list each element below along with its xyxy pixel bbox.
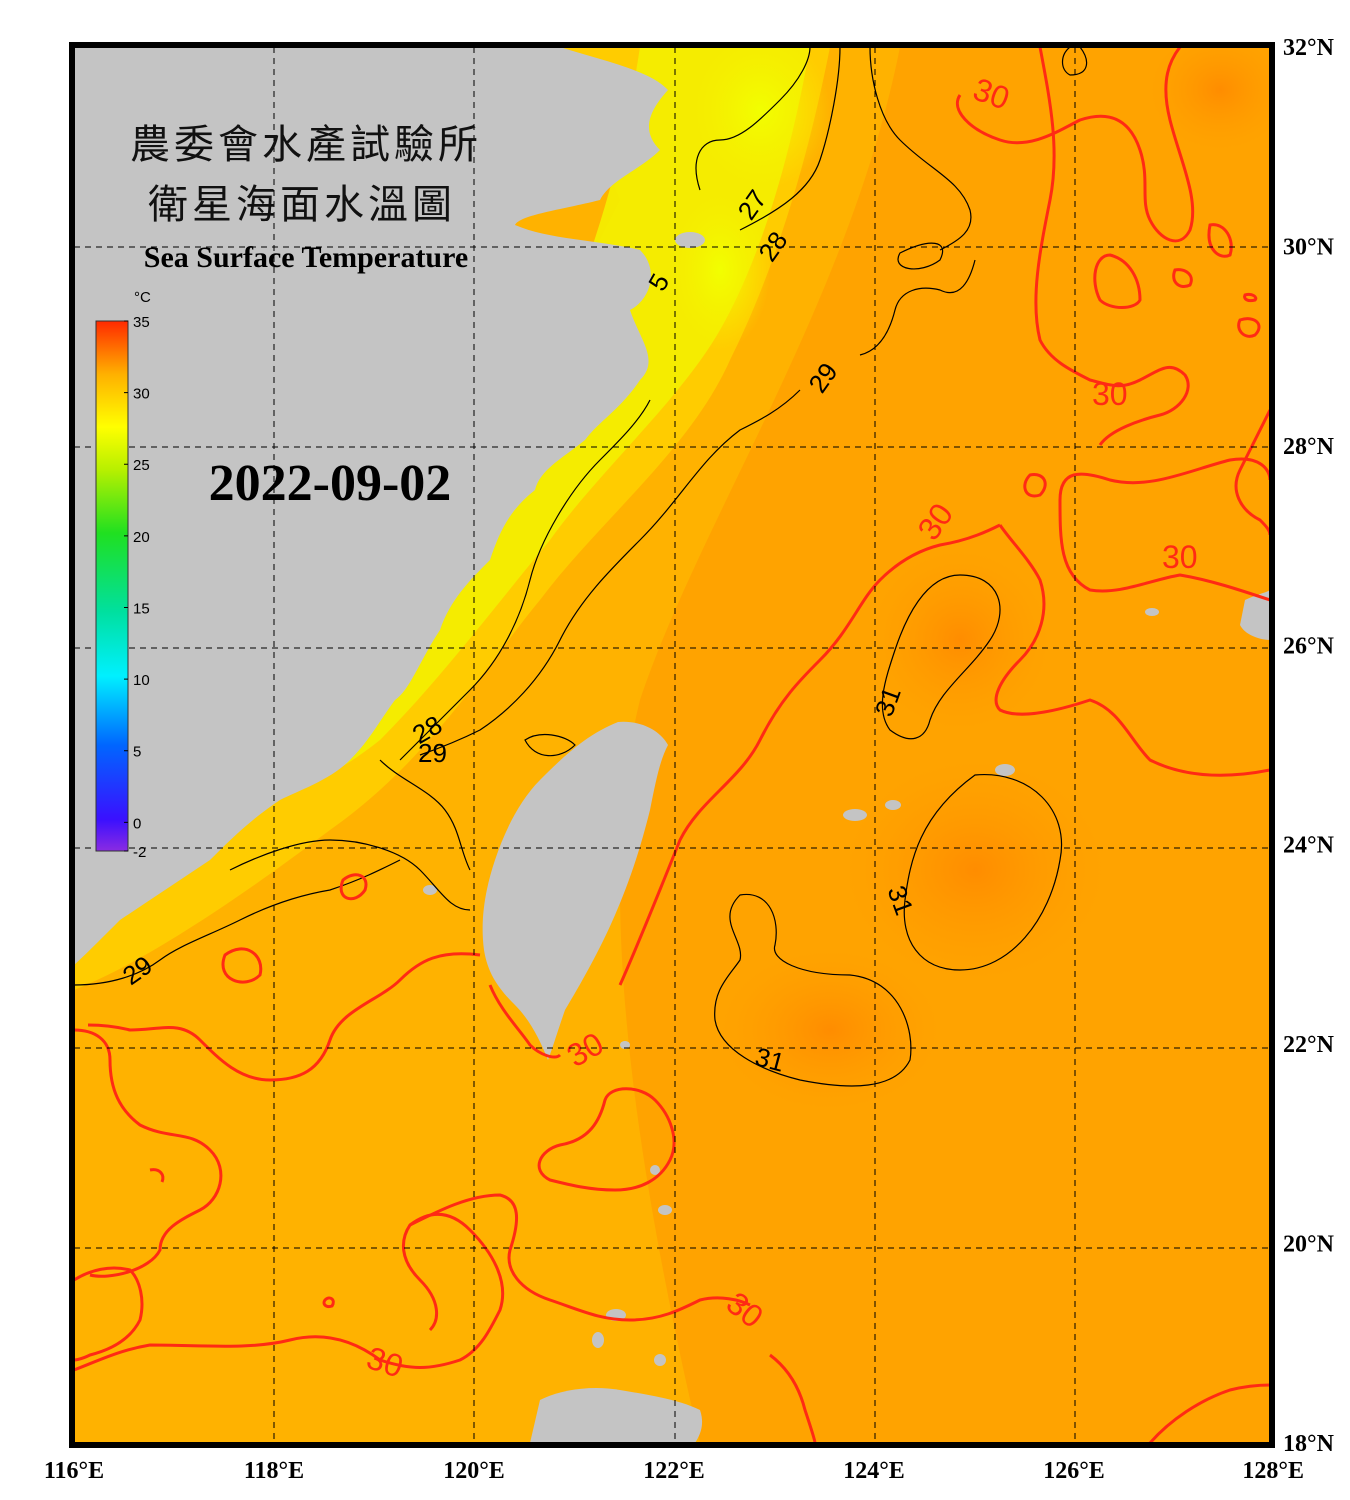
colorbar: °C 35 30 25 20 15 10 5 0 -2 [95,289,151,861]
graticule [74,47,1270,1443]
latitude-label: 18°N [1283,1431,1335,1457]
taiwan-landmass [482,721,668,1060]
island [658,1205,672,1215]
contour-label-30: 30 [1162,539,1198,575]
title-english: Sea Surface Temperature [144,241,468,274]
colorbar-tick-label: 15 [133,600,150,617]
colorbar-tick-label: 10 [133,672,150,689]
island [592,1332,604,1348]
colorbar-unit: °C [134,289,151,306]
longitude-label: 118°E [244,1458,304,1484]
latitude-label: 24°N [1283,833,1335,859]
island [1240,590,1270,640]
colorbar-ticks: 35 30 25 20 15 10 5 0 -2 [124,314,150,861]
longitude-label: 124°E [843,1458,905,1484]
latitude-label: 32°N [1283,35,1335,61]
longitude-labels: 116°E 118°E 120°E 122°E 124°E 126°E 128°E [44,1458,1304,1484]
contours-red-30 [74,47,1270,1443]
contour-label-30: 30 [1092,376,1128,412]
luzon-landmass [530,1388,703,1443]
colorbar-tick-label: 0 [133,815,141,832]
date-label: 2022-09-02 [209,455,452,512]
contours-black [74,47,1088,1087]
sst-field: 30 30 30 30 30 30 30 27 28 29 31 31 31 2… [74,47,1270,1443]
island [843,809,867,821]
island [995,764,1015,776]
island [620,1041,630,1049]
title-map-name: 衛星海面水溫圖 [148,182,456,228]
latitude-label: 26°N [1283,633,1335,659]
island [654,1354,666,1366]
longitude-label: 128°E [1242,1458,1304,1484]
island [1145,608,1159,616]
island [423,885,437,895]
mainland-landmass [74,47,668,965]
longitude-label: 120°E [443,1458,505,1484]
colorbar-tick-label: 25 [133,457,150,474]
island [885,800,901,810]
map-frame [69,42,1275,1448]
latitude-labels: 32°N 30°N 28°N 26°N 24°N 22°N 20°N 18°N [1283,35,1335,1457]
contour-label-29: 29 [418,738,447,768]
colorbar-tick-label: 5 [133,744,141,761]
latitude-label: 30°N [1283,234,1335,260]
longitude-label: 116°E [44,1458,104,1484]
latitude-label: 28°N [1283,434,1335,460]
colorbar-tick-label: 20 [133,529,150,546]
island [675,232,705,248]
colorbar-tick-label: 30 [133,386,150,403]
title-agency: 農委會水產試驗所 [130,122,482,168]
island [650,1165,660,1175]
colorbar-tick-label: 35 [133,314,150,331]
latitude-label: 22°N [1283,1032,1335,1058]
latitude-label: 20°N [1283,1232,1335,1258]
longitude-label: 126°E [1043,1458,1105,1484]
longitude-label: 122°E [643,1458,705,1484]
colorbar-gradient [95,320,129,852]
colorbar-tick-label: -2 [133,844,146,861]
